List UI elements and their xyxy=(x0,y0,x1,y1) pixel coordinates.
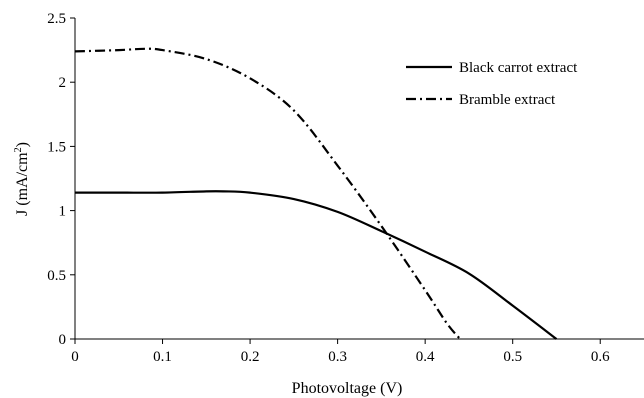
y-axis-title-sup: 2 xyxy=(13,147,24,152)
y-tick-label: 1 xyxy=(59,204,67,220)
series-line-1 xyxy=(74,47,462,340)
y-tick-label: 1.5 xyxy=(47,139,66,155)
x-tick-label: 0.3 xyxy=(328,349,347,365)
legend-label-0: Black carrot extract xyxy=(459,60,578,76)
y-tick-label: 0.5 xyxy=(47,268,66,284)
legend: Black carrot extract Bramble extract xyxy=(406,60,578,108)
x-tick-label: 0 xyxy=(71,349,79,365)
x-tick-label: 0.6 xyxy=(591,349,610,365)
y-axis-title-close: ) xyxy=(14,142,31,147)
series-layer xyxy=(74,47,558,340)
x-tick-label: 0.4 xyxy=(416,349,435,365)
series-line-0 xyxy=(75,190,558,340)
y-axis-title-main: J (mA/cm xyxy=(14,152,31,216)
y-tick-label: 2 xyxy=(59,75,67,91)
y-tick-label: 0 xyxy=(59,332,67,348)
x-tick-label: 0.1 xyxy=(153,349,172,365)
legend-label-1: Bramble extract xyxy=(459,92,556,108)
axes: 0 0.5 1 1.5 2 2.5 0 0.1 0.2 0.3 0.4 0.5 0.6 Photovolt… xyxy=(13,11,644,397)
x-tick-label: 0.2 xyxy=(241,349,260,365)
y-tick-label: 2.5 xyxy=(47,11,66,27)
y-axis-title: J (mA/cm2) xyxy=(13,142,31,216)
x-axis-title: Photovoltage (V) xyxy=(292,380,403,397)
x-tick-label: 0.5 xyxy=(503,349,522,365)
